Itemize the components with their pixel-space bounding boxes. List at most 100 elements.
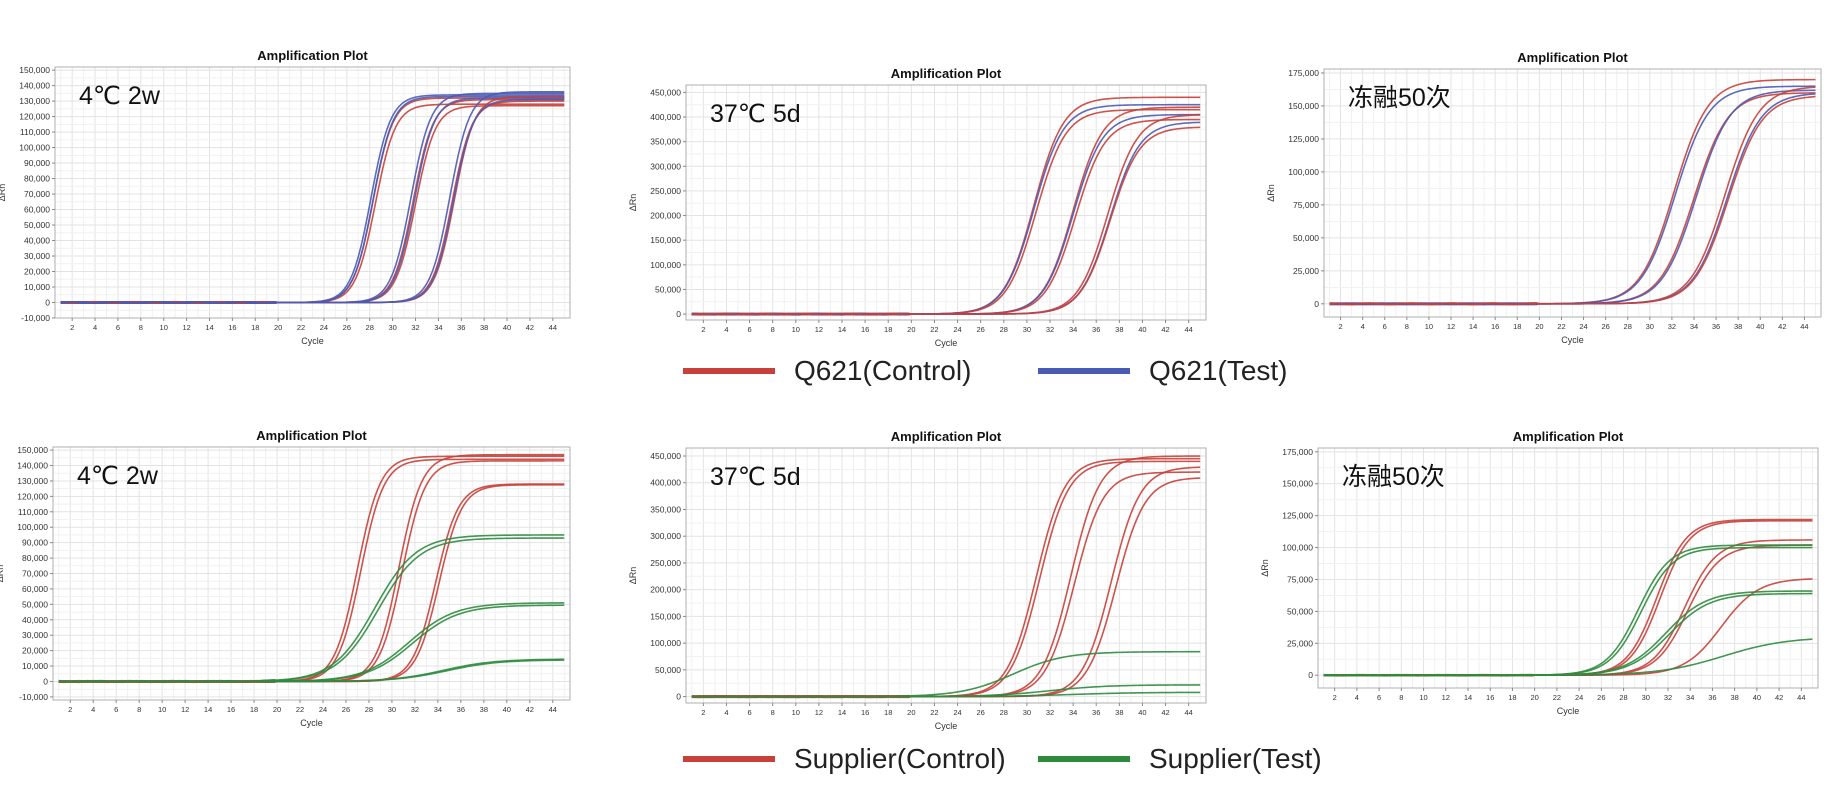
x-tick-label: 12 — [1442, 693, 1450, 702]
y-tick-label: 120,000 — [17, 491, 48, 501]
amplification-plot-5: 0 50,000 100,000 150,000 200,000 250,000 300,0… — [628, 429, 1207, 731]
x-tick-label: 30 — [1023, 708, 1031, 717]
x-tick-label: 42 — [1778, 322, 1786, 331]
x-tick-label: 6 — [747, 325, 751, 334]
y-tick-label: 100,000 — [19, 143, 50, 153]
x-tick-label: 22 — [1553, 693, 1561, 702]
x-tick-label: 16 — [228, 323, 236, 332]
y-tick-label: 150,000 — [19, 65, 50, 75]
y-tick-label: 125,000 — [1288, 134, 1319, 144]
condition-label: 冻融50次 — [1348, 84, 1451, 112]
x-tick-label: 36 — [1092, 708, 1100, 717]
plot-title: Amplification Plot — [257, 48, 368, 63]
y-tick-label: 10,000 — [24, 282, 50, 292]
x-tick-label: 8 — [771, 708, 775, 717]
y-axis-label: ΔRn — [628, 194, 638, 212]
y-tick-label: 175,000 — [1288, 68, 1319, 78]
y-tick-label: 450,000 — [650, 451, 681, 461]
x-axis-label: Cycle — [1561, 335, 1584, 345]
plot-frame — [1317, 447, 1819, 689]
x-tick-label: 44 — [549, 705, 557, 714]
x-tick-label: 8 — [771, 325, 775, 334]
y-tick-label: 350,000 — [650, 504, 681, 514]
x-tick-label: 44 — [1797, 693, 1805, 702]
plot-frame — [685, 447, 1207, 704]
x-tick-label: 14 — [1464, 693, 1472, 702]
y-tick-label: 150,000 — [650, 235, 681, 245]
x-tick-label: 22 — [1557, 322, 1565, 331]
y-tick-label: 80,000 — [22, 553, 48, 563]
y-tick-label: 0 — [45, 298, 50, 308]
x-tick-label: 34 — [1686, 693, 1694, 702]
y-axis-label: ΔRn — [1266, 184, 1276, 202]
x-tick-label: 44 — [549, 323, 557, 332]
y-axis-label: ΔRn — [0, 184, 7, 202]
x-axis-label: Cycle — [1557, 706, 1580, 716]
legend-swatch-control — [683, 756, 775, 762]
x-tick-label: 24 — [319, 705, 327, 714]
x-tick-label: 2 — [68, 705, 72, 714]
y-tick-label: -10,000 — [21, 313, 50, 323]
y-tick-label: 130,000 — [17, 476, 48, 486]
legend-q621: Q621(Control) Q621(Test) — [683, 351, 1383, 391]
y-tick-label: -10,000 — [19, 692, 48, 702]
x-tick-label: 18 — [1508, 693, 1516, 702]
x-tick-label: 40 — [1138, 708, 1146, 717]
x-tick-label: 26 — [976, 325, 984, 334]
x-tick-label: 14 — [1469, 322, 1477, 331]
y-tick-label: 140,000 — [17, 461, 48, 471]
x-tick-label: 18 — [251, 323, 259, 332]
legend-label-supplier-control: Supplier(Control) — [794, 743, 1006, 774]
x-tick-label: 20 — [907, 708, 915, 717]
x-tick-label: 36 — [1092, 325, 1100, 334]
x-tick-label: 38 — [480, 705, 488, 714]
x-tick-label: 6 — [114, 705, 118, 714]
y-tick-label: 350,000 — [650, 137, 681, 147]
y-tick-label: 100,000 — [650, 638, 681, 648]
x-tick-label: 10 — [1419, 693, 1427, 702]
x-tick-label: 28 — [1624, 322, 1632, 331]
plot-title: Amplification Plot — [256, 428, 367, 443]
plot-title: Amplification Plot — [1517, 50, 1628, 65]
x-tick-label: 30 — [1642, 693, 1650, 702]
x-tick-label: 8 — [1405, 322, 1409, 331]
x-tick-label: 38 — [1734, 322, 1742, 331]
x-tick-label: 30 — [388, 705, 396, 714]
amplification-plot-2: 0 50,000 100,000 150,000 200,000 250,000 300,0… — [628, 66, 1207, 348]
x-axis-label: Cycle — [301, 336, 324, 346]
y-tick-label: 175,000 — [1282, 447, 1313, 457]
y-tick-label: 70,000 — [24, 189, 50, 199]
x-tick-label: 34 — [1069, 325, 1077, 334]
series-line-12 — [58, 659, 565, 683]
x-tick-label: 28 — [1000, 325, 1008, 334]
y-axis-label: ΔRn — [628, 567, 638, 585]
x-tick-label: 12 — [815, 708, 823, 717]
x-tick-label: 26 — [976, 708, 984, 717]
x-tick-label: 36 — [1712, 322, 1720, 331]
x-tick-label: 22 — [297, 323, 305, 332]
y-tick-label: 50,000 — [24, 220, 50, 230]
x-tick-label: 42 — [1775, 693, 1783, 702]
x-tick-label: 28 — [1619, 693, 1627, 702]
legend-swatch-q621-test — [1038, 368, 1130, 374]
x-tick-label: 10 — [160, 323, 168, 332]
x-tick-label: 38 — [1115, 325, 1123, 334]
x-tick-label: 4 — [724, 325, 728, 334]
y-tick-label: 50,000 — [1287, 606, 1313, 616]
y-tick-label: 0 — [1308, 670, 1313, 680]
x-tick-label: 20 — [273, 705, 281, 714]
series-line-9 — [691, 691, 1201, 698]
x-tick-label: 24 — [1579, 322, 1587, 331]
y-tick-label: 50,000 — [1293, 233, 1319, 243]
x-tick-label: 34 — [434, 705, 442, 714]
legend-label-q621-control: Q621(Control) — [794, 355, 972, 386]
x-tick-label: 32 — [1668, 322, 1676, 331]
x-tick-label: 44 — [1800, 322, 1808, 331]
x-tick-label: 26 — [343, 323, 351, 332]
y-tick-label: 100,000 — [1288, 167, 1319, 177]
x-tick-label: 2 — [701, 325, 705, 334]
y-tick-label: 70,000 — [22, 569, 48, 579]
y-tick-label: 50,000 — [655, 284, 681, 294]
condition-label: 4℃ 2w — [79, 82, 161, 110]
x-tick-label: 14 — [205, 323, 213, 332]
